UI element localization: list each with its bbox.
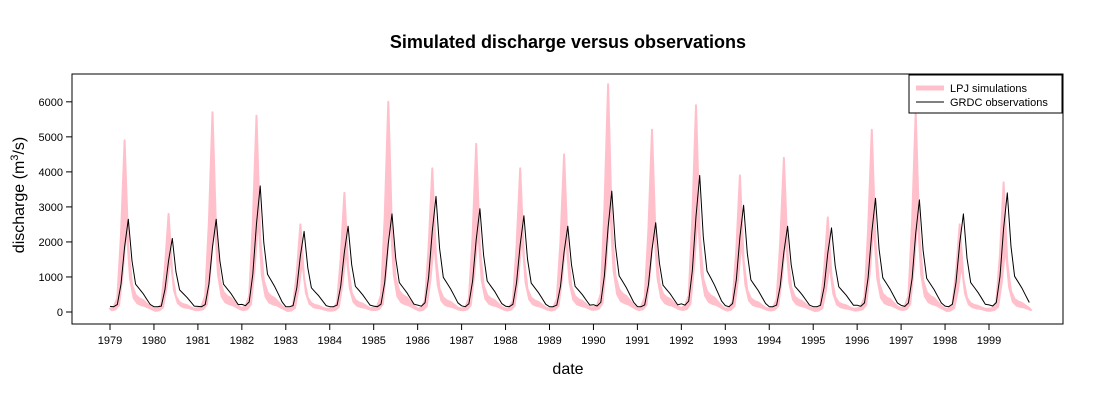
y-axis-label-base: discharge (m: [11, 161, 28, 253]
x-tick-label: 1990: [581, 335, 605, 347]
y-axis: 0 1000 2000 3000 4000 5000 6000: [39, 97, 73, 319]
x-tick-label: 1995: [801, 335, 825, 347]
x-tick-label: 1988: [493, 335, 517, 347]
y-tick-label: 6000: [39, 97, 63, 109]
y-tick-label: 2000: [39, 237, 63, 249]
simulation-band-layer: [109, 83, 1032, 312]
observation-line-layer: [109, 174, 1030, 308]
legend-label-observations: GRDC observations: [950, 97, 1048, 109]
x-tick-label: 1982: [230, 335, 254, 347]
simulation-band: [109, 83, 1032, 312]
x-tick-label: 1999: [977, 335, 1001, 347]
x-tick-label: 1998: [933, 335, 957, 347]
x-tick-label: 1992: [669, 335, 693, 347]
y-tick-label: 0: [57, 307, 63, 319]
y-axis-label-sup: 3: [9, 155, 21, 161]
x-tick-label: 1993: [713, 335, 737, 347]
x-tick-label: 1985: [361, 335, 385, 347]
x-tick-label: 1997: [889, 335, 913, 347]
y-tick-label: 4000: [39, 167, 63, 179]
y-tick-label: 3000: [39, 202, 63, 214]
y-tick-label: 5000: [39, 132, 63, 144]
x-tick-label: 1979: [98, 335, 122, 347]
chart-title: Simulated discharge versus observations: [390, 32, 746, 52]
legend: LPJ simulations GRDC observations: [908, 74, 1063, 114]
x-tick-label: 1980: [142, 335, 166, 347]
x-tick-label: 1987: [449, 335, 473, 347]
x-tick-label: 1981: [186, 335, 210, 347]
y-axis-label-tail: /s): [11, 137, 28, 155]
observation-line: [109, 174, 1030, 308]
legend-box: [908, 74, 1063, 114]
x-tick-label: 1984: [318, 335, 342, 347]
legend-label-simulations: LPJ simulations: [950, 83, 1028, 95]
x-axis-label: date: [552, 361, 583, 378]
y-tick-label: 1000: [39, 272, 63, 284]
x-tick-label: 1989: [537, 335, 561, 347]
y-axis-label: discharge (m3/s): [9, 137, 28, 253]
x-axis: 1979 1980 1981 1982 1983 1984 1985 1986 1987 1988…: [98, 323, 1001, 347]
x-tick-label: 1994: [757, 335, 781, 347]
x-tick-label: 1986: [405, 335, 429, 347]
x-tick-label: 1991: [625, 335, 649, 347]
x-tick-label: 1983: [274, 335, 298, 347]
x-tick-label: 1996: [845, 335, 869, 347]
